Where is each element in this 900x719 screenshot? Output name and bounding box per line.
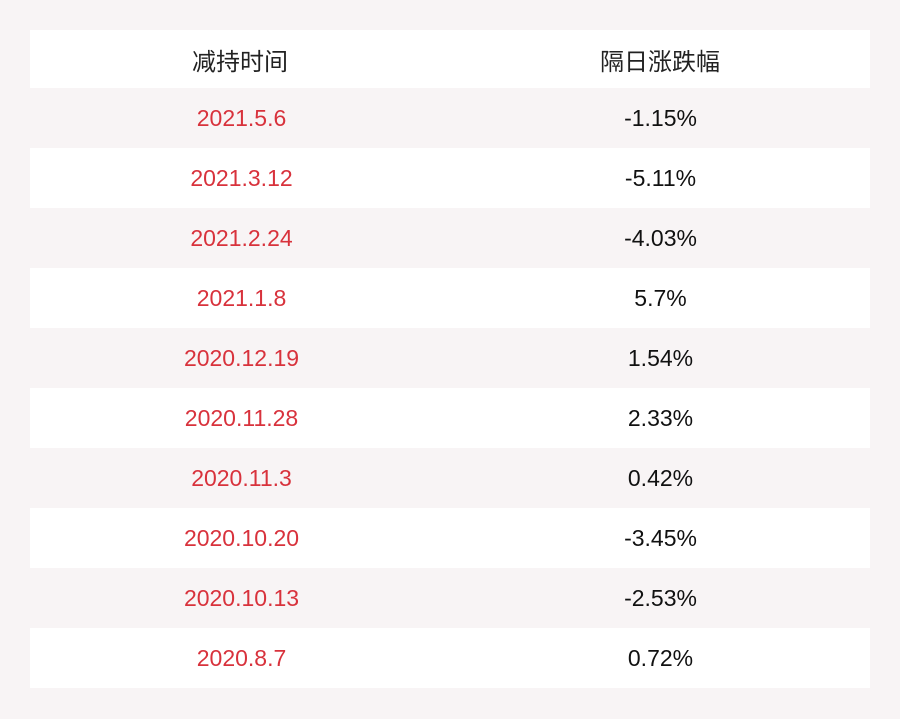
change-cell: 0.42% bbox=[627, 464, 694, 491]
table-row: 2020.11.3 0.42% bbox=[30, 448, 870, 508]
column-header-change: 隔日涨跌幅 bbox=[600, 48, 720, 76]
column-header-date: 减持时间 bbox=[192, 48, 288, 76]
change-cell: -2.53% bbox=[624, 584, 697, 611]
change-cell: -1.15% bbox=[624, 104, 697, 131]
date-cell: 2020.12.19 bbox=[183, 344, 300, 371]
change-cell: 1.54% bbox=[627, 344, 694, 371]
table-header: 减持时间 隔日涨跌幅 bbox=[30, 30, 870, 88]
date-cell: 2021.5.6 bbox=[196, 104, 287, 131]
table-row: 2020.11.28 2.33% bbox=[30, 388, 870, 448]
table-row: 2020.10.13 -2.53% bbox=[30, 568, 870, 628]
change-cell: -3.45% bbox=[624, 524, 697, 551]
date-cell: 2021.2.24 bbox=[190, 224, 293, 251]
date-cell: 2021.1.8 bbox=[196, 284, 287, 311]
date-cell: 2020.10.13 bbox=[183, 584, 300, 611]
table-row: 2021.1.8 5.7% bbox=[30, 268, 870, 328]
table-row: 2020.12.19 1.54% bbox=[30, 328, 870, 388]
date-cell: 2020.8.7 bbox=[196, 644, 287, 671]
date-cell: 2020.10.20 bbox=[183, 524, 300, 551]
table-row: 2021.3.12 -5.11% bbox=[30, 148, 870, 208]
table-row: 2020.8.7 0.72% bbox=[30, 628, 870, 688]
date-cell: 2020.11.3 bbox=[191, 464, 292, 491]
date-cell: 2020.11.28 bbox=[184, 404, 299, 431]
change-cell: 5.7% bbox=[634, 284, 687, 311]
change-cell: -4.03% bbox=[624, 224, 697, 251]
date-cell: 2021.3.12 bbox=[190, 164, 293, 191]
change-cell: -5.11% bbox=[624, 164, 697, 191]
table-row: 2021.2.24 -4.03% bbox=[30, 208, 870, 268]
change-cell: 0.72% bbox=[627, 644, 694, 671]
table-row: 2020.10.20 -3.45% bbox=[30, 508, 870, 568]
data-table: 减持时间 隔日涨跌幅 2021.5.6 -1.15% 2021.3.12 -5.11%… bbox=[30, 30, 870, 688]
table-row: 2021.5.6 -1.15% bbox=[30, 88, 870, 148]
change-cell: 2.33% bbox=[627, 404, 694, 431]
